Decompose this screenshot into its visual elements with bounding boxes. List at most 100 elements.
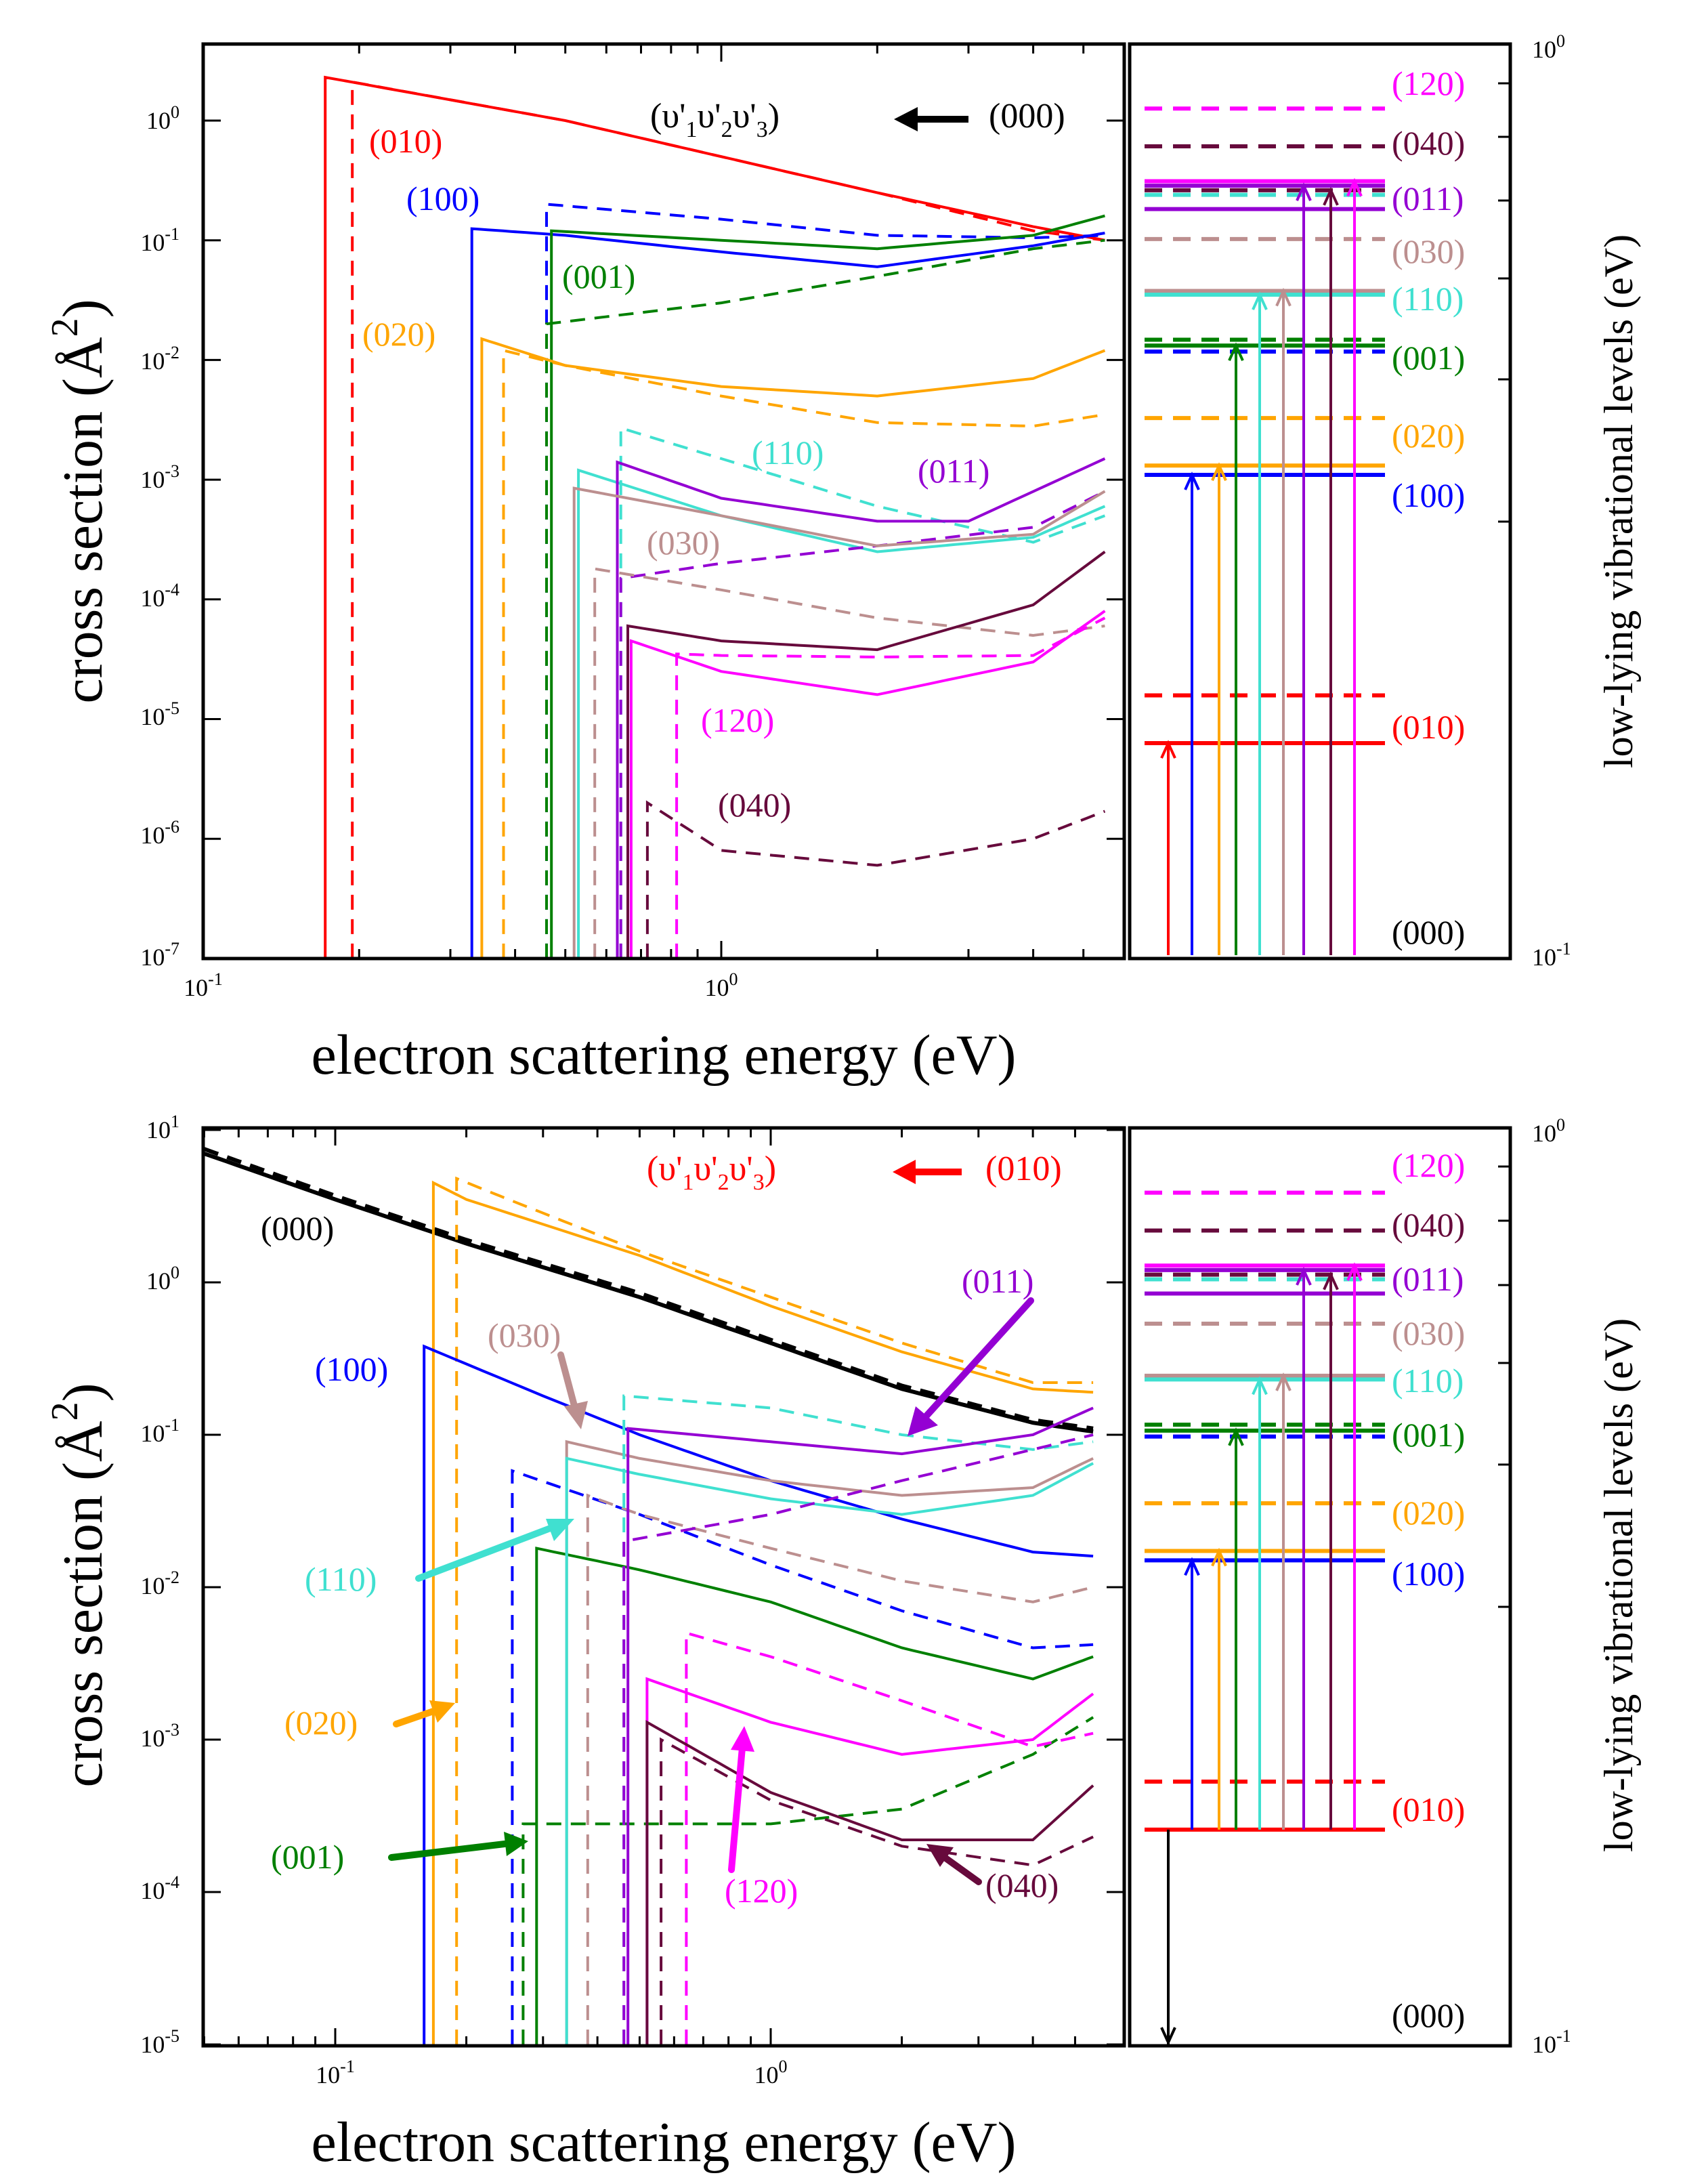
level-label-001: (001): [1392, 339, 1465, 377]
transition-arrowhead: [1323, 187, 1339, 206]
x-tick-label: 100: [754, 2057, 788, 2088]
arrow-head: [504, 1832, 528, 1856]
level-label-010: (010): [1392, 708, 1465, 746]
series-line: [622, 1433, 1094, 2044]
y-tick-label: 10-5: [140, 698, 179, 730]
series-line: [622, 1394, 1094, 2044]
curve-label-110: (110): [305, 1560, 377, 1598]
transition-arrowhead: [1252, 291, 1268, 310]
level-label-000: (000): [1392, 913, 1465, 951]
series-line: [626, 1406, 1094, 2044]
level-label-120: (120): [1392, 64, 1465, 102]
bottom-levels-axis-label: low-lying vibrational levels (eV): [1596, 1318, 1641, 1852]
arrow-head: [429, 1700, 455, 1723]
top-plot-frame: [201, 42, 1126, 961]
transition-arrowhead: [1184, 1557, 1200, 1576]
level-label-030: (030): [1392, 1314, 1465, 1352]
series-line: [629, 610, 1106, 959]
title-arrow-head: [893, 1160, 916, 1184]
arrow-001: [388, 1832, 528, 1861]
levels-tick-label: 10-1: [1532, 939, 1571, 971]
arrow-head: [908, 1406, 938, 1436]
x-tick-label: 100: [705, 969, 738, 1001]
bottom-transition-title: (υ'1υ'2υ'3): [647, 1150, 776, 1195]
y-tick-label: 10-7: [140, 939, 179, 971]
levels-tick-label: 10-1: [1532, 2026, 1571, 2058]
curve-label-020: (020): [284, 1704, 358, 1742]
transition-arrowhead: [1296, 182, 1312, 201]
arrow-shaft: [923, 1297, 1034, 1419]
y-tick-label: 10-5: [140, 2026, 179, 2058]
series-line: [660, 1737, 1094, 2044]
transition-arrowhead: [1228, 342, 1244, 361]
arrow-head: [546, 1519, 574, 1541]
series-line: [565, 1456, 1094, 2044]
bottom-levels-frame: [1128, 1126, 1512, 2048]
top-y-tick-labels: 100 10-1 10-2 10-3 10-4 10-5 10-6 10-7: [140, 102, 179, 971]
curve-label-020: (020): [362, 315, 435, 353]
series-line: [511, 1469, 1094, 2044]
bottom-panel: 101 100 10-1 10-2 10-3 10-4 10-5 10-1 10…: [44, 1112, 1641, 2174]
bottom-y-tick-labels: 101 100 10-1 10-2 10-3 10-4 10-5: [140, 1112, 179, 2058]
arrow-120: [728, 1726, 754, 1873]
top-levels-frame: [1128, 42, 1512, 961]
level-label-110: (110): [1392, 1362, 1464, 1400]
y-tick-label: 10-2: [140, 1568, 179, 1599]
arrow-110: [415, 1519, 574, 1582]
series-line: [675, 616, 1106, 959]
transition-arrowhead: [1211, 1547, 1227, 1567]
level-label-011: (011): [1392, 180, 1464, 217]
series-line: [480, 337, 1106, 959]
series-line: [502, 348, 1105, 959]
curve-label-030: (030): [488, 1316, 561, 1354]
series-line: [431, 1180, 1094, 2044]
y-tick-label: 10-2: [140, 343, 179, 375]
curve-label-011: (011): [918, 452, 989, 490]
transition-arrowhead: [1346, 1262, 1363, 1282]
arrow-040: [926, 1844, 982, 1885]
y-tick-label: 10-4: [140, 1872, 179, 1904]
arrow-shaft: [728, 1744, 746, 1873]
arrow-shaft: [388, 1841, 508, 1861]
level-label-100: (100): [1392, 476, 1465, 514]
bottom-levels-ticks: [1490, 1127, 1510, 1608]
top-panel: 100 10-1 10-2 10-3 10-4 10-5 10-6 10-7 1…: [44, 31, 1641, 1087]
level-label-040: (040): [1392, 124, 1465, 162]
arrow-shaft: [393, 1708, 437, 1727]
series-line: [203, 1152, 1094, 1434]
curve-label-040: (040): [985, 1866, 1059, 1904]
series-line: [586, 1493, 1094, 2044]
level-label-120: (120): [1392, 1146, 1465, 1184]
bottom-x-tick-labels: 10-1 100: [316, 2057, 787, 2088]
level-label-000: (000): [1392, 1996, 1465, 2034]
y-tick-label: 10-6: [140, 817, 179, 849]
y-tick-label: 10-1: [140, 1415, 179, 1447]
top-levels-axis-label: low-lying vibrational levels (eV): [1596, 234, 1641, 768]
x-tick-label: 10-1: [316, 2057, 355, 2088]
top-x-tick-labels: 10-1 100: [184, 969, 738, 1001]
series-line: [455, 1176, 1094, 2044]
transition-arrowhead: [1346, 177, 1363, 197]
curve-label-120: (120): [701, 701, 774, 739]
series-line: [619, 426, 1106, 959]
bottom-levels-labels: (120) (040) (011) (030) (110) (001) (020…: [1392, 1146, 1465, 2034]
level-label-110: (110): [1392, 280, 1464, 318]
transition-arrowhead: [1275, 1372, 1292, 1391]
level-label-001: (001): [1392, 1416, 1465, 1454]
top-curve-labels: (010) (100) (001) (020) (110) (011) (030…: [362, 122, 989, 824]
bottom-title-arrow: [893, 1160, 962, 1184]
series-line: [545, 238, 1105, 959]
series-line: [645, 1677, 1094, 2044]
arrow-head: [926, 1844, 954, 1867]
top-levels-ticks: [1490, 43, 1510, 523]
curve-label-120: (120): [725, 1872, 798, 1910]
series-line: [550, 214, 1105, 959]
y-tick-label: 10-4: [140, 580, 179, 612]
series-line: [351, 80, 1105, 959]
level-label-030: (030): [1392, 232, 1465, 270]
transition-arrowhead: [1211, 462, 1227, 482]
arrow-shaft: [557, 1351, 578, 1409]
arrow-011: [908, 1297, 1034, 1436]
level-label-040: (040): [1392, 1206, 1465, 1244]
